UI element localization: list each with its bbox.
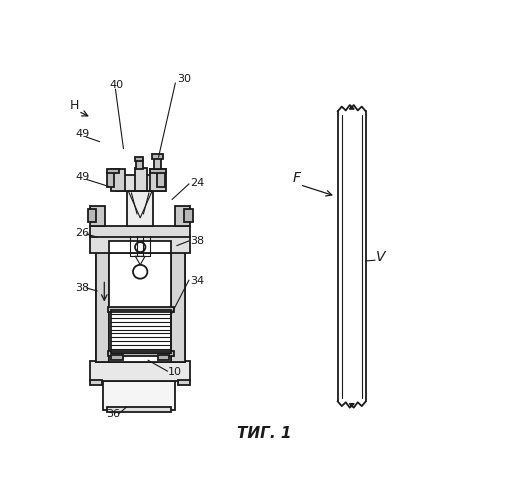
Bar	[150, 168, 166, 191]
Bar	[184, 210, 193, 222]
Text: F: F	[293, 172, 301, 185]
Circle shape	[133, 265, 147, 278]
Bar	[158, 355, 169, 360]
Text: 10: 10	[168, 367, 182, 377]
Text: 24: 24	[190, 178, 204, 188]
Bar	[110, 241, 171, 252]
Text: 26: 26	[76, 228, 90, 238]
Bar	[150, 168, 166, 173]
Text: 38: 38	[76, 283, 90, 293]
Bar	[108, 172, 114, 187]
Text: 30: 30	[177, 74, 191, 85]
Bar	[88, 210, 96, 222]
Text: 49: 49	[76, 172, 90, 182]
Text: V: V	[375, 250, 385, 264]
Bar	[171, 250, 185, 362]
Bar	[108, 350, 174, 356]
Bar	[90, 206, 106, 226]
Bar	[111, 355, 123, 360]
Text: ΤИГ. 1: ΤИГ. 1	[237, 426, 291, 441]
Bar	[90, 236, 190, 252]
Bar	[110, 250, 171, 362]
Text: 49: 49	[76, 129, 90, 139]
Circle shape	[135, 242, 145, 252]
Bar	[108, 168, 118, 173]
Bar	[90, 362, 190, 382]
Bar	[175, 206, 191, 226]
Bar	[136, 160, 143, 168]
Bar	[154, 158, 161, 170]
Bar	[135, 157, 143, 161]
Text: 36: 36	[106, 410, 120, 420]
Bar	[95, 250, 185, 362]
Bar	[157, 172, 165, 187]
Bar	[111, 310, 170, 352]
Bar	[107, 406, 171, 412]
Bar	[134, 168, 147, 191]
Bar	[95, 250, 110, 362]
Text: H: H	[70, 99, 79, 112]
Bar	[127, 191, 153, 226]
Bar	[152, 154, 163, 158]
Bar	[103, 380, 175, 410]
Text: 40: 40	[110, 80, 124, 90]
Bar	[90, 226, 190, 237]
Text: 38: 38	[190, 236, 204, 246]
Bar	[108, 307, 174, 312]
Bar	[116, 174, 165, 191]
Bar	[111, 168, 126, 191]
Text: 34: 34	[190, 276, 204, 286]
Bar	[90, 380, 102, 384]
Bar	[178, 380, 190, 384]
